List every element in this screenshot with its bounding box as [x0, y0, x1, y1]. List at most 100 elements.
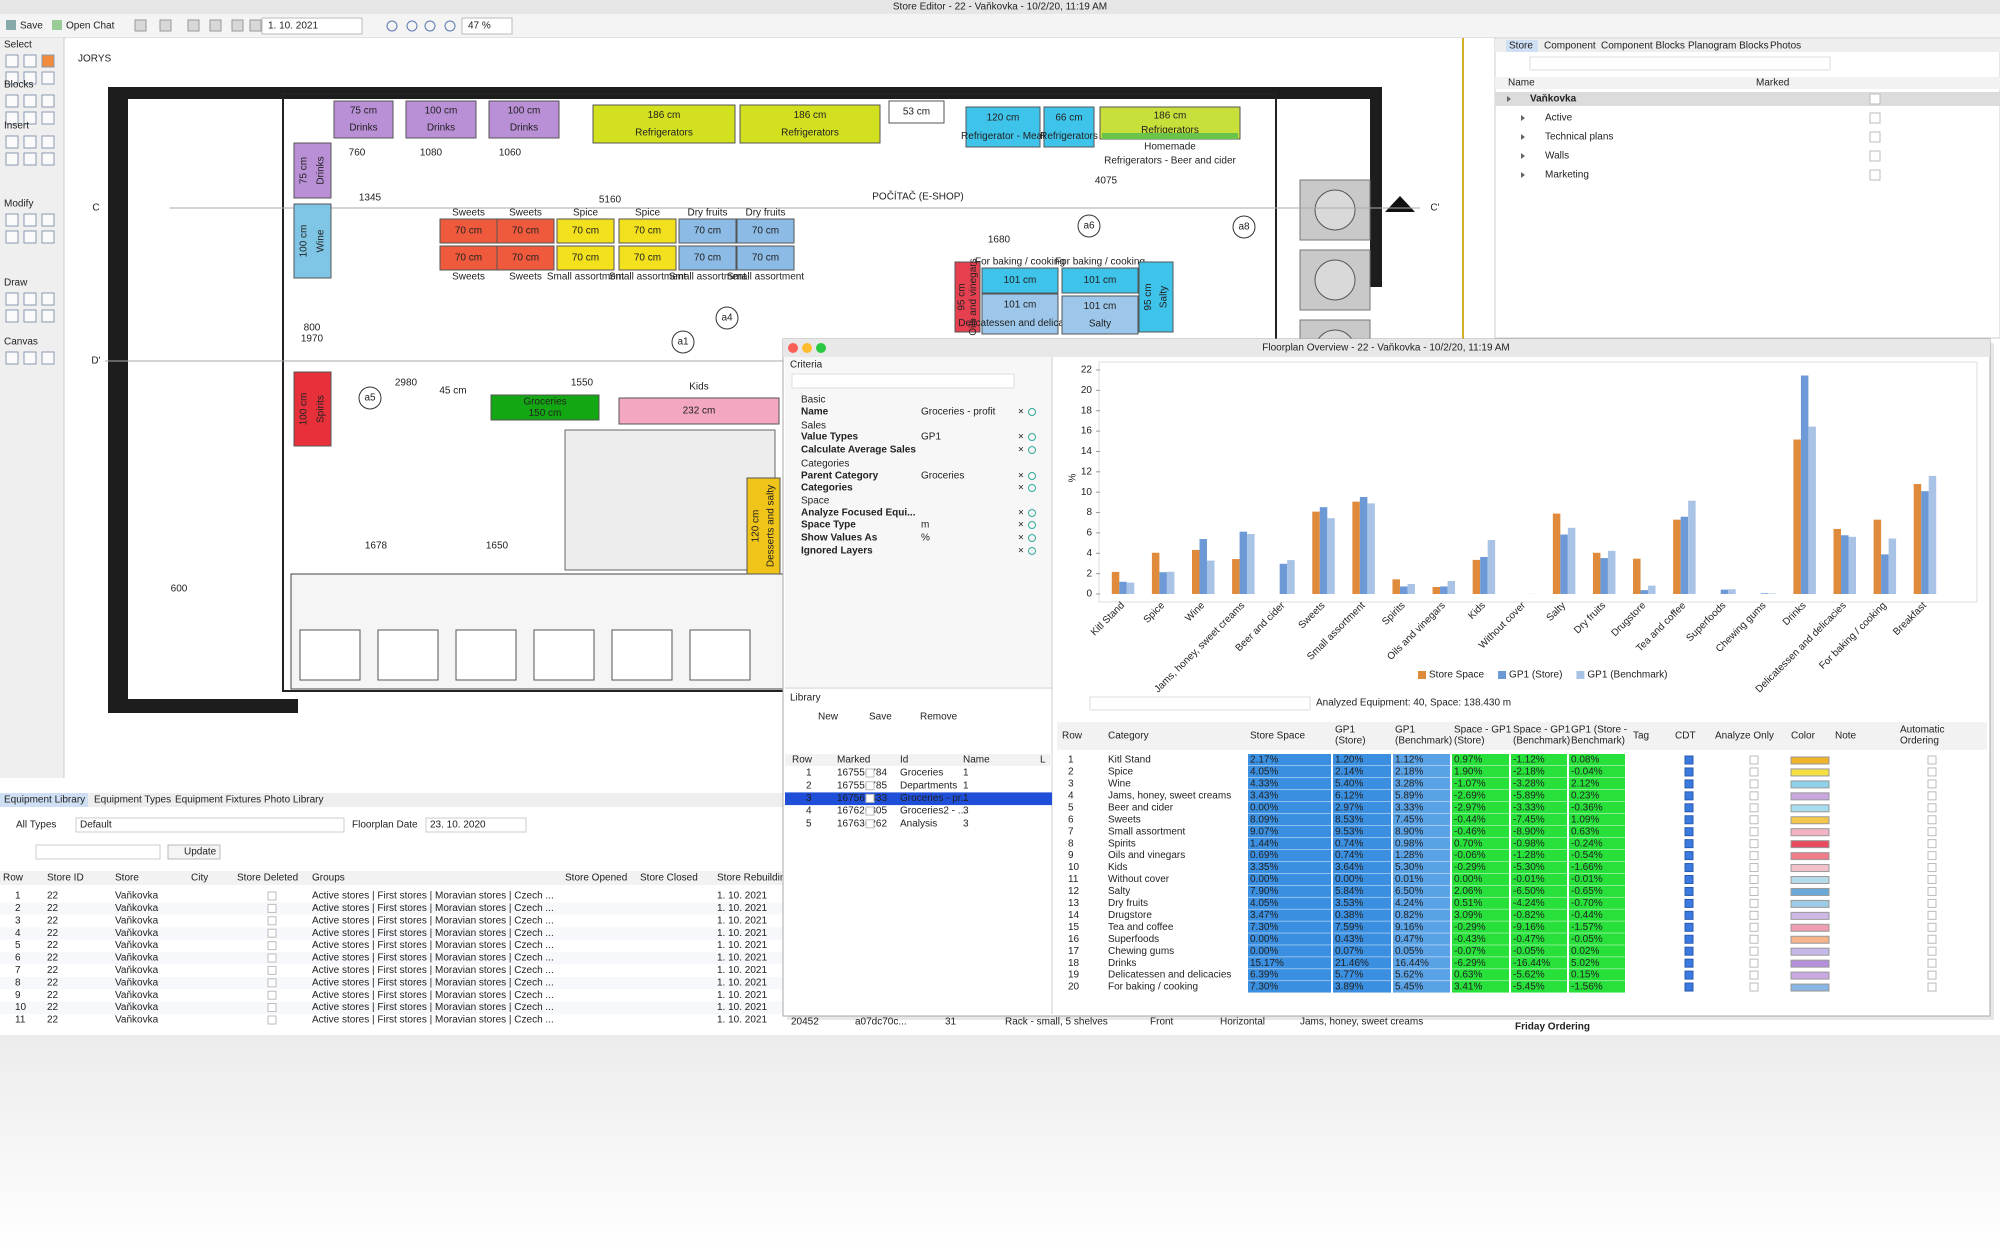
panel-tab[interactable]: Photos	[1770, 41, 1801, 52]
edit-icon[interactable]	[1028, 472, 1036, 480]
value-cell	[1248, 921, 1331, 933]
dimension-label: 4075	[1095, 176, 1118, 187]
table-cell: 1. 10. 2021	[717, 940, 767, 951]
tree-item[interactable]: Active	[1545, 113, 1573, 124]
edit-icon[interactable]	[1028, 433, 1036, 441]
save-button[interactable]: Save	[20, 21, 43, 32]
remove-icon[interactable]: ×	[1018, 471, 1024, 482]
remove-icon[interactable]: ×	[1018, 445, 1024, 456]
library-button[interactable]: Remove	[920, 712, 958, 723]
tool-icon[interactable]	[23, 213, 37, 227]
value-cell	[1569, 921, 1625, 933]
column-header: Store Closed	[640, 873, 698, 884]
panel-tab[interactable]: Photo Library	[264, 795, 323, 806]
edit-icon[interactable]	[1028, 521, 1036, 529]
tool-icon[interactable]	[23, 292, 37, 306]
table-cell: 15.17%	[1250, 958, 1284, 969]
tool-icon[interactable]	[41, 309, 55, 323]
tree-item[interactable]: Vaňkovka	[1530, 94, 1577, 105]
remove-icon[interactable]: ×	[1018, 483, 1024, 494]
tree-item[interactable]: Walls	[1545, 151, 1569, 162]
tool-icon[interactable]	[23, 351, 37, 365]
tool-icon[interactable]	[5, 292, 19, 306]
edit-icon[interactable]	[1028, 484, 1036, 492]
edit-icon[interactable]	[1028, 534, 1036, 542]
tool-icon[interactable]	[23, 71, 37, 85]
tree-item[interactable]: Technical plans	[1545, 132, 1613, 143]
tool-icon[interactable]	[23, 135, 37, 149]
edit-icon[interactable]	[1028, 547, 1036, 555]
tool-icon[interactable]	[23, 230, 37, 244]
panel-tab[interactable]: Equipment Library	[4, 795, 85, 806]
fixture-caption: Spice	[635, 208, 660, 219]
color-swatch	[1790, 840, 1830, 849]
update-button[interactable]	[167, 844, 221, 860]
tool-icon[interactable]	[5, 230, 19, 244]
tool-icon[interactable]	[5, 71, 19, 85]
fixture-label: 70 cm	[455, 253, 482, 264]
tool-icon[interactable]	[23, 152, 37, 166]
tool-icon[interactable]	[5, 309, 19, 323]
table-cell: 2.17%	[1250, 755, 1278, 766]
checkbox	[1684, 910, 1694, 920]
tool-icon[interactable]	[5, 135, 19, 149]
checkout-unit	[455, 629, 517, 681]
tool-icon[interactable]	[41, 111, 55, 125]
color-swatch	[1790, 911, 1830, 920]
remove-icon[interactable]: ×	[1018, 407, 1024, 418]
panel-tab[interactable]: Planogram Blocks	[1688, 41, 1769, 52]
tool-icon[interactable]	[5, 152, 19, 166]
tool-icon[interactable]	[41, 152, 55, 166]
tool-icon[interactable]	[41, 292, 55, 306]
save-icon[interactable]	[6, 20, 16, 30]
tool-icon[interactable]	[23, 309, 37, 323]
edit-icon[interactable]	[1028, 509, 1036, 517]
tool-icon[interactable]	[23, 54, 37, 68]
tool-icon[interactable]	[41, 135, 55, 149]
tool-icon[interactable]	[41, 230, 55, 244]
panel-tab[interactable]: Component	[1544, 41, 1596, 52]
panel-tab[interactable]: Component Blocks	[1601, 41, 1685, 52]
remove-icon[interactable]: ×	[1018, 533, 1024, 544]
window-control[interactable]	[802, 343, 812, 353]
table-cell: 0.00%	[1250, 874, 1278, 885]
panel-tab[interactable]: Store	[1509, 41, 1533, 52]
remove-icon[interactable]: ×	[1018, 520, 1024, 531]
value-cell	[1452, 825, 1509, 838]
library-button[interactable]: Save	[869, 712, 892, 723]
search-field	[791, 373, 1015, 389]
tool-icon[interactable]	[5, 111, 19, 125]
library-button[interactable]: New	[818, 712, 839, 723]
tool-icon[interactable]	[41, 71, 55, 85]
panel-tab[interactable]: Equipment Fixtures	[175, 795, 261, 806]
update-button-label[interactable]: Update	[184, 847, 217, 858]
panel-tab[interactable]: Equipment Types	[94, 795, 171, 806]
edit-icon[interactable]	[1028, 446, 1036, 454]
remove-icon[interactable]: ×	[1018, 546, 1024, 557]
window-control[interactable]	[788, 343, 798, 353]
tool-icon[interactable]	[5, 351, 19, 365]
tool-icon[interactable]	[5, 213, 19, 227]
tool-icon[interactable]	[41, 54, 55, 68]
window-control[interactable]	[816, 343, 826, 353]
tool-icon[interactable]	[5, 54, 19, 68]
remove-icon[interactable]: ×	[1018, 432, 1024, 443]
remove-icon[interactable]: ×	[1018, 508, 1024, 519]
value-cell	[1248, 849, 1331, 862]
tool-icon[interactable]	[23, 94, 37, 108]
tool-icon[interactable]	[5, 94, 19, 108]
color-swatch	[1790, 816, 1830, 825]
open-chat-button[interactable]: Open Chat	[66, 21, 115, 32]
tool-icon[interactable]	[41, 213, 55, 227]
table-cell: 5.89%	[1395, 790, 1423, 801]
edit-icon[interactable]	[1028, 408, 1036, 416]
tree-item[interactable]: Marketing	[1545, 170, 1589, 181]
tool-icon[interactable]	[23, 111, 37, 125]
tool-icon[interactable]	[41, 94, 55, 108]
criteria-label: Name	[801, 407, 829, 418]
checkbox	[1927, 910, 1937, 920]
tool-icon[interactable]	[41, 351, 55, 365]
table-cell: -2.69%	[1454, 790, 1486, 801]
y-tick-label: 0	[1086, 589, 1092, 600]
table-cell: 9.07%	[1250, 826, 1278, 837]
